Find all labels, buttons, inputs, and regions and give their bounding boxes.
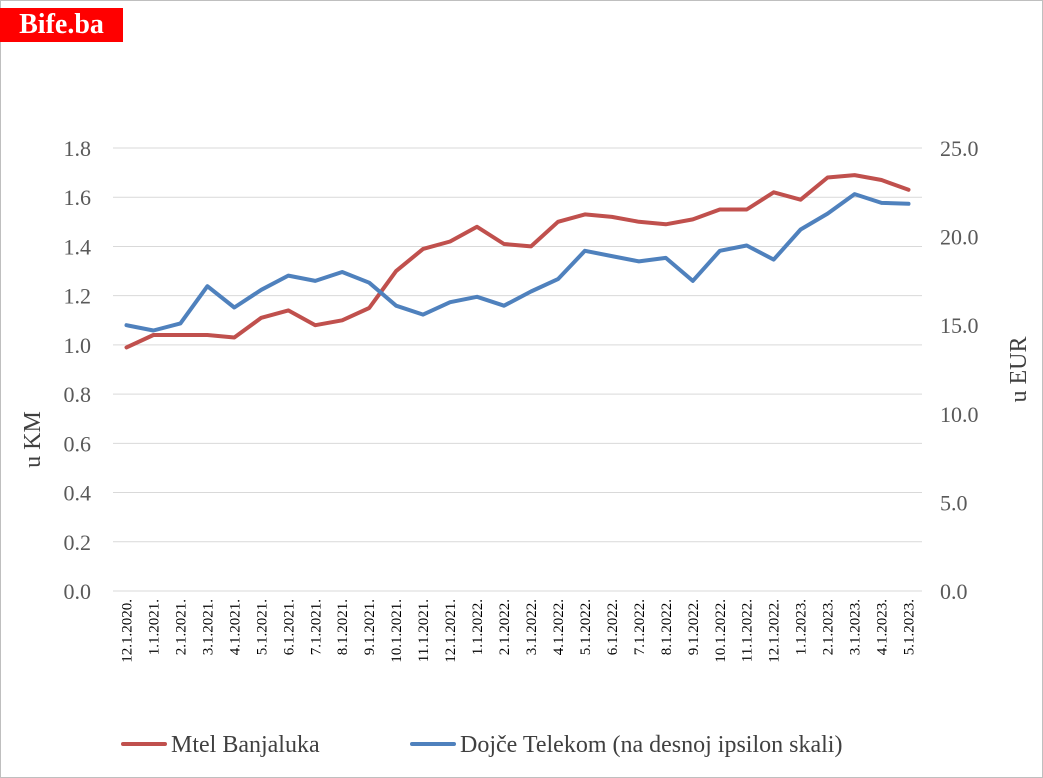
left-tick-label: 0.2	[64, 530, 92, 555]
left-tick-label: 0.0	[64, 579, 92, 604]
right-tick-label: 15.0	[940, 313, 979, 338]
x-tick-label: 12.1.2022.	[767, 599, 783, 663]
x-tick-label: 10.1.2021.	[389, 599, 405, 663]
x-tick-label: 9.1.2022.	[686, 599, 702, 655]
left-tick-label: 1.4	[64, 234, 92, 259]
x-tick-label: 2.1.2021.	[173, 599, 189, 655]
x-tick-label: 2.1.2023.	[821, 599, 837, 655]
left-tick-label: 1.0	[64, 333, 92, 358]
right-tick-label: 20.0	[940, 225, 979, 250]
x-tick-label: 6.1.2021.	[281, 599, 297, 655]
x-tick-label: 3.1.2022.	[524, 599, 540, 655]
left-tick-label: 0.4	[64, 481, 92, 506]
x-tick-label: 4.1.2021.	[227, 599, 243, 655]
x-tick-label: 1.1.2021.	[146, 599, 162, 655]
x-tick-label: 2.1.2022.	[497, 599, 513, 655]
right-tick-label: 25.0	[940, 136, 979, 161]
x-tick-label: 11.1.2021.	[416, 599, 432, 662]
y-axis-label-right: u EUR	[1006, 337, 1032, 403]
left-tick-label: 0.8	[64, 382, 92, 407]
x-tick-label: 5.1.2023.	[902, 599, 918, 655]
brand-logo: Bife.ba	[0, 8, 123, 42]
x-tick-label: 8.1.2022.	[659, 599, 675, 655]
x-tick-label: 3.1.2021.	[200, 599, 216, 655]
x-tick-label: 6.1.2022.	[605, 599, 621, 655]
x-tick-label: 9.1.2021.	[362, 599, 378, 655]
series-line-2	[124, 192, 911, 333]
left-tick-label: 1.6	[64, 185, 92, 210]
x-tick-label: 4.1.2022.	[551, 599, 567, 655]
left-tick-label: 1.2	[64, 284, 92, 309]
x-tick-label: 5.1.2021.	[254, 599, 270, 655]
x-tick-label: 12.1.2021.	[443, 599, 459, 663]
x-tick-label: 1.1.2022.	[470, 599, 486, 655]
series-line-1	[124, 173, 911, 350]
legend-label-2: Dojče Telekom (na desnoj ipsilon skali)	[460, 732, 842, 758]
right-tick-label: 0.0	[940, 579, 968, 604]
x-tick-label: 12.1.2020.	[119, 599, 135, 663]
x-tick-label: 11.1.2022.	[740, 599, 756, 662]
x-tick-label: 7.1.2021.	[308, 599, 324, 655]
x-tick-label: 4.1.2023.	[875, 599, 891, 655]
right-tick-label: 5.0	[940, 490, 968, 515]
x-tick-label: 3.1.2023.	[848, 599, 864, 655]
right-tick-label: 10.0	[940, 402, 979, 427]
x-tick-label: 1.1.2023.	[794, 599, 810, 655]
left-tick-label: 0.6	[64, 431, 92, 456]
x-tick-label: 5.1.2022.	[578, 599, 594, 655]
y-axis-label-left: u KM	[20, 411, 46, 468]
x-tick-label: 8.1.2021.	[335, 599, 351, 655]
x-tick-label: 7.1.2022.	[632, 599, 648, 655]
left-tick-label: 1.8	[64, 136, 92, 161]
legend-label-1: Mtel Banjaluka	[171, 732, 320, 758]
x-tick-label: 10.1.2022.	[713, 599, 729, 663]
